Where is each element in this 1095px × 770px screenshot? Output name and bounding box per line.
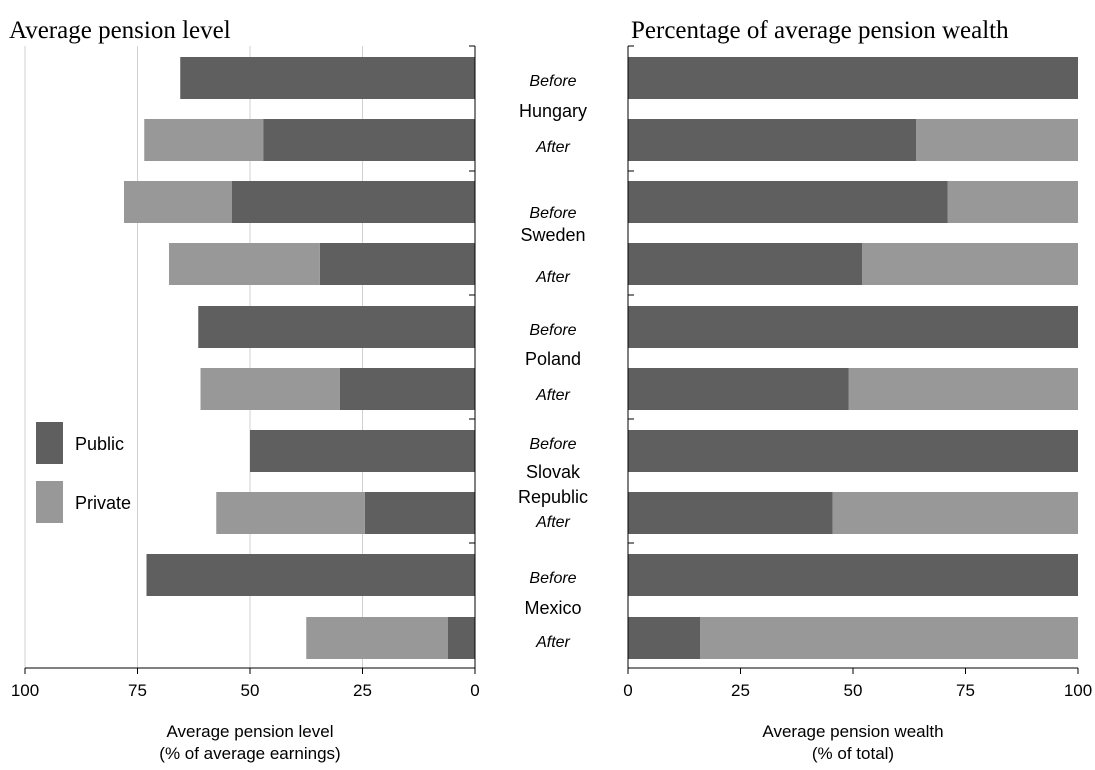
right-public-bar bbox=[628, 368, 849, 410]
left-public-bar bbox=[340, 368, 475, 410]
left-public-bar bbox=[448, 617, 475, 659]
right-private-bar bbox=[947, 181, 1078, 223]
right-public-bar bbox=[628, 554, 1078, 596]
phase-label: After bbox=[535, 387, 570, 404]
right-public-bar bbox=[628, 430, 1078, 472]
left-public-bar bbox=[263, 119, 475, 161]
country-label: Poland bbox=[525, 349, 581, 369]
legend-label-private: Private bbox=[75, 493, 131, 513]
left-private-bar bbox=[169, 243, 320, 285]
phase-label: Before bbox=[529, 205, 576, 222]
left-x-tick-label: 50 bbox=[241, 681, 260, 700]
phase-label: After bbox=[535, 634, 570, 651]
right-public-bar bbox=[628, 492, 833, 534]
right-private-bar bbox=[700, 617, 1078, 659]
right-x-tick-label: 0 bbox=[623, 681, 632, 700]
legend-swatch-public bbox=[36, 422, 63, 464]
right-x-tick-label: 100 bbox=[1064, 681, 1092, 700]
left-x-axis-subtitle: (% of average earnings) bbox=[159, 744, 340, 763]
right-public-bar bbox=[628, 243, 862, 285]
left-private-bar bbox=[200, 368, 340, 410]
left-private-bar bbox=[216, 492, 365, 534]
right-private-bar bbox=[832, 492, 1078, 534]
phase-label: After bbox=[535, 514, 570, 531]
left-x-tick-label: 0 bbox=[470, 681, 479, 700]
country-label: Hungary bbox=[519, 101, 587, 121]
left-x-tick-label: 100 bbox=[11, 681, 39, 700]
left-public-bar bbox=[250, 430, 475, 472]
left-public-bar bbox=[232, 181, 475, 223]
right-public-bar bbox=[628, 57, 1078, 99]
legend-swatch-private bbox=[36, 481, 63, 523]
left-public-bar bbox=[180, 57, 475, 99]
left-private-bar bbox=[306, 617, 448, 659]
right-x-tick-label: 25 bbox=[731, 681, 750, 700]
right-public-bar bbox=[628, 617, 700, 659]
right-public-bar bbox=[628, 306, 1078, 348]
right-chart-title: Percentage of average pension wealth bbox=[631, 17, 1009, 44]
right-x-tick-label: 75 bbox=[956, 681, 975, 700]
country-label: Slovak bbox=[526, 462, 581, 482]
left-public-bar bbox=[364, 492, 475, 534]
phase-label: Before bbox=[529, 73, 576, 90]
left-public-bar bbox=[146, 554, 475, 596]
right-private-bar bbox=[862, 243, 1078, 285]
country-label: Sweden bbox=[520, 225, 585, 245]
phase-label: After bbox=[535, 269, 570, 286]
left-x-tick-label: 25 bbox=[353, 681, 372, 700]
right-public-bar bbox=[628, 181, 948, 223]
phase-label: Before bbox=[529, 436, 576, 453]
left-chart-title: Average pension level bbox=[9, 17, 231, 44]
left-private-bar bbox=[124, 181, 232, 223]
right-private-bar bbox=[848, 368, 1078, 410]
right-x-tick-label: 50 bbox=[844, 681, 863, 700]
right-private-bar bbox=[916, 119, 1078, 161]
left-public-bar bbox=[198, 306, 475, 348]
phase-label: After bbox=[535, 139, 570, 156]
right-x-axis-subtitle: (% of total) bbox=[812, 744, 894, 763]
left-private-bar bbox=[144, 119, 264, 161]
phase-label: Before bbox=[529, 322, 576, 339]
left-x-axis-title: Average pension level bbox=[167, 722, 334, 741]
country-label: Mexico bbox=[524, 598, 581, 618]
left-x-tick-label: 75 bbox=[128, 681, 147, 700]
right-x-axis-title: Average pension wealth bbox=[762, 722, 943, 741]
legend-label-public: Public bbox=[75, 434, 124, 454]
right-public-bar bbox=[628, 119, 916, 161]
country-label: Republic bbox=[518, 487, 588, 507]
phase-label: Before bbox=[529, 570, 576, 587]
left-public-bar bbox=[319, 243, 475, 285]
